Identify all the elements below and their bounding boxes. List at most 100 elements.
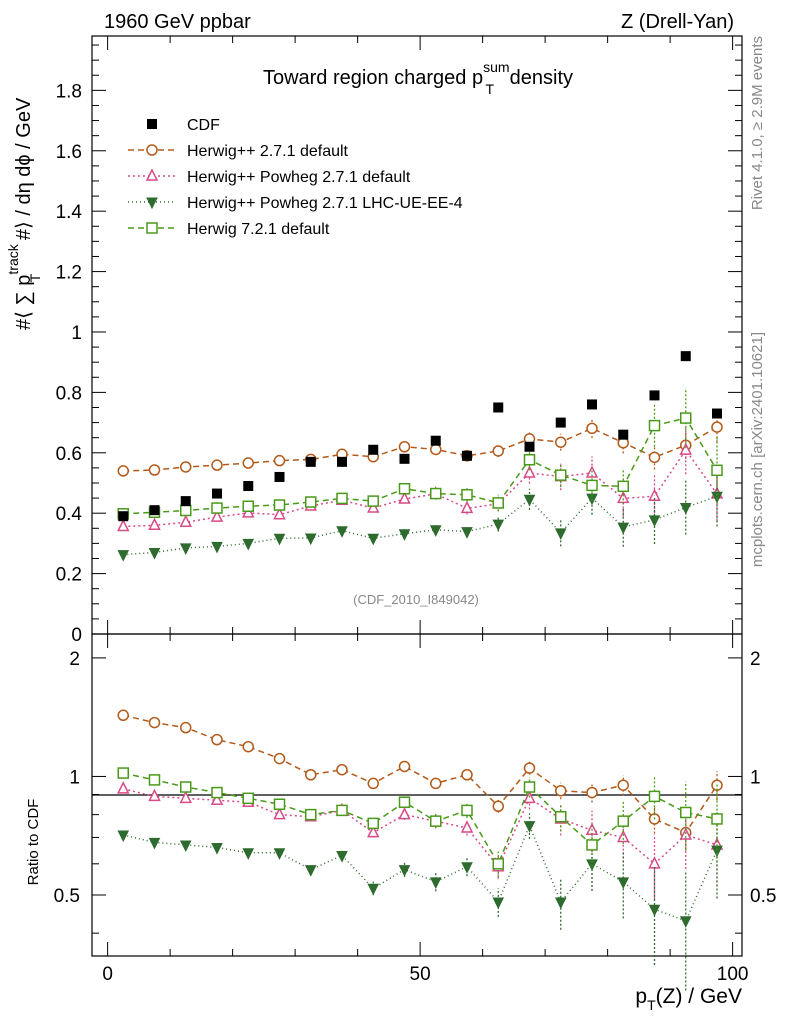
series-point bbox=[273, 499, 286, 511]
series-point bbox=[648, 488, 661, 502]
rivet-version-label: Rivet 4.1.0, ≥ 2.9M events bbox=[749, 36, 766, 210]
series-point bbox=[711, 491, 723, 504]
series-point bbox=[242, 740, 254, 753]
legend: CDF Herwig++ 2.7.1 default Herwig++ Powheg… bbox=[128, 117, 463, 238]
series-point bbox=[398, 760, 411, 773]
series-point bbox=[398, 491, 411, 504]
cdf-point bbox=[555, 417, 566, 428]
series-point bbox=[586, 422, 598, 435]
series-point bbox=[648, 856, 661, 869]
ratio-y-tick-label: 0.5 bbox=[54, 886, 80, 907]
cdf-point bbox=[399, 453, 410, 464]
series-line bbox=[123, 823, 718, 922]
series-point bbox=[648, 790, 661, 803]
series-point bbox=[148, 517, 161, 531]
ratio-y-tick-label-right: 1 bbox=[750, 767, 761, 788]
x-axis-label: pT(Z) / GeV bbox=[635, 985, 742, 1013]
series-point bbox=[180, 781, 192, 793]
cdf-point bbox=[618, 429, 629, 440]
series-point bbox=[429, 877, 442, 889]
axis-ticks: 0 0.2 0.4 0.6 0.8 1 1.2 1.4 1.6 1.8 0 50 100 0.5 0.5 1 1… bbox=[54, 36, 776, 985]
series-point bbox=[367, 824, 380, 838]
series-point bbox=[711, 421, 723, 433]
plot-title: Toward region charged psum T density bbox=[263, 59, 573, 97]
main-y-axis-label: #⟨ ∑ ptrackT #⟩ / dη dϕ / GeV bbox=[5, 97, 43, 330]
ratio-herwig-powheg-2-7-1-lhc-ue-ee-4 bbox=[117, 812, 723, 991]
series-line bbox=[123, 448, 718, 528]
series-point bbox=[398, 806, 411, 820]
series-point bbox=[117, 518, 130, 532]
series-point bbox=[555, 469, 567, 481]
series-point bbox=[148, 774, 161, 786]
series-point bbox=[367, 500, 380, 513]
series-point bbox=[211, 541, 223, 554]
cdf-point bbox=[587, 399, 597, 410]
main-y-tick-label: 0.8 bbox=[56, 383, 82, 404]
series-point bbox=[180, 504, 192, 517]
series-point bbox=[430, 777, 442, 790]
ratio-y-tick-label: 1 bbox=[69, 767, 80, 788]
main-y-tick-label: 0 bbox=[71, 625, 82, 646]
legend-marker bbox=[147, 119, 157, 129]
series-point bbox=[336, 763, 348, 776]
series-point bbox=[273, 806, 286, 820]
main-herwig-powheg-2-7-1-default bbox=[117, 425, 724, 532]
series-point bbox=[148, 464, 161, 476]
ratio-y-tick-label-right: 2 bbox=[750, 649, 761, 670]
cdf-point bbox=[680, 351, 691, 362]
series-point bbox=[148, 788, 161, 802]
series-point bbox=[679, 916, 692, 928]
series-point bbox=[211, 843, 223, 855]
series-point bbox=[430, 487, 442, 500]
legend-label: Herwig++ Powheg 2.7.1 default bbox=[187, 169, 411, 186]
series-point bbox=[304, 865, 317, 877]
cdf-point bbox=[243, 481, 254, 492]
series-point bbox=[617, 522, 630, 535]
series-point bbox=[460, 500, 474, 514]
series-line bbox=[123, 788, 718, 869]
series-point bbox=[430, 815, 442, 827]
series-line bbox=[123, 417, 718, 515]
series-point bbox=[680, 806, 692, 819]
cdf-point bbox=[118, 511, 129, 522]
legend-label: Herwig 7.2.1 default bbox=[187, 221, 330, 238]
series-point bbox=[336, 526, 348, 538]
series-point bbox=[305, 808, 317, 821]
legend-entry: Herwig 7.2.1 default bbox=[128, 221, 330, 238]
mcplots-label: mcplots.cern.ch [arXiv:2401.10621] bbox=[749, 332, 766, 567]
series-point bbox=[273, 752, 286, 765]
series-point bbox=[117, 465, 129, 477]
series-point bbox=[461, 768, 473, 781]
series-point bbox=[523, 781, 536, 793]
series-point bbox=[648, 419, 661, 432]
series-point bbox=[461, 527, 473, 539]
series-point bbox=[367, 883, 380, 896]
cdf-point bbox=[274, 471, 285, 482]
series-point bbox=[179, 840, 192, 853]
series-point bbox=[679, 502, 692, 515]
legend-entry: Herwig++ Powheg 2.7.1 LHC-UE-EE-4 bbox=[128, 195, 463, 212]
cdf-point bbox=[368, 444, 379, 455]
legend-entry: Herwig++ Powheg 2.7.1 default bbox=[128, 168, 411, 186]
legend-marker bbox=[146, 222, 158, 234]
series-point bbox=[211, 502, 223, 514]
series-point bbox=[460, 820, 474, 833]
series-point bbox=[398, 529, 411, 541]
legend-marker bbox=[145, 168, 159, 181]
series-point bbox=[210, 509, 224, 522]
series-point bbox=[210, 792, 224, 806]
ratio-herwig-7-2-1-default bbox=[117, 767, 723, 878]
x-tick-label: 100 bbox=[717, 964, 749, 985]
series-point bbox=[461, 862, 473, 874]
series-point bbox=[554, 528, 567, 540]
series-point bbox=[211, 733, 223, 746]
main-y-tick-label: 1 bbox=[71, 323, 82, 344]
series-point bbox=[523, 494, 536, 507]
series-point bbox=[429, 525, 442, 537]
main-y-tick-label: 1.6 bbox=[56, 142, 82, 163]
series-point bbox=[586, 479, 598, 492]
series-point bbox=[179, 543, 192, 556]
series-point bbox=[336, 804, 348, 817]
legend-label: Herwig++ 2.7.1 default bbox=[187, 143, 349, 160]
